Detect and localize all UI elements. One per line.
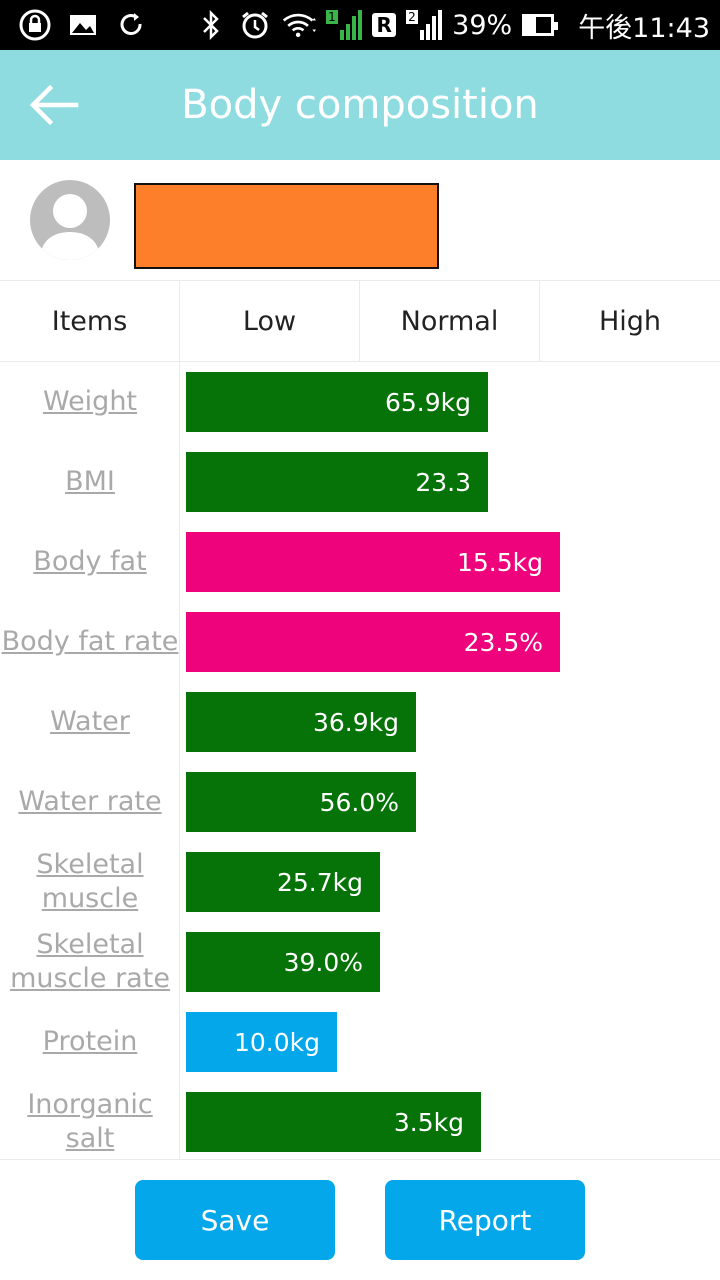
bar-value: 23.5% xyxy=(463,627,543,657)
user-icon xyxy=(40,194,100,260)
row-protein: Protein 10.0kg xyxy=(0,1002,720,1082)
bar-value: 15.5kg xyxy=(456,547,543,577)
bar-skeletal-muscle-rate: 39.0% xyxy=(186,932,380,992)
divider xyxy=(0,1159,720,1160)
item-link-bmi[interactable]: BMI xyxy=(65,466,115,498)
item-link-water[interactable]: Water xyxy=(50,706,130,738)
row-water-rate: Water rate 56.0% xyxy=(0,762,720,842)
app-bar: Body composition xyxy=(0,50,720,160)
bar-value: 10.0kg xyxy=(233,1027,320,1057)
row-bmi: BMI 23.3 xyxy=(0,442,720,522)
header-low: Low xyxy=(180,281,360,361)
bar-value: 23.3 xyxy=(415,467,471,497)
battery-percent: 39% xyxy=(452,9,513,41)
header-normal: Normal xyxy=(360,281,540,361)
back-button[interactable] xyxy=(24,75,84,135)
alarm-icon xyxy=(238,8,272,42)
bar-bmi: 23.3 xyxy=(186,452,488,512)
roaming-badge: R xyxy=(372,13,397,37)
bar-body-fat: 15.5kg xyxy=(186,532,560,592)
report-button[interactable]: Report xyxy=(385,1180,585,1260)
bar-value: 56.0% xyxy=(319,787,399,817)
bar-skeletal-muscle: 25.7kg xyxy=(186,852,380,912)
item-link-body-fat-rate[interactable]: Body fat rate xyxy=(1,626,179,658)
bar-value: 3.5kg xyxy=(393,1107,464,1137)
item-link-inorganic-salt[interactable]: Inorganic salt xyxy=(27,1089,153,1154)
bluetooth-icon xyxy=(194,8,228,42)
row-body-fat: Body fat 15.5kg xyxy=(0,522,720,602)
row-body-fat-rate: Body fat rate 23.5% xyxy=(0,602,720,682)
bar-protein: 10.0kg xyxy=(186,1012,337,1072)
composition-list: Weight 65.9kg BMI 23.3 Body fat 15.5kg B… xyxy=(0,362,720,1159)
column-divider xyxy=(179,362,180,1159)
table-header: Items Low Normal High xyxy=(0,281,720,362)
profile-header xyxy=(0,160,720,281)
image-icon xyxy=(66,8,100,42)
header-high: High xyxy=(598,305,662,337)
signal-sim1-icon: 1 xyxy=(326,8,363,42)
bar-body-fat-rate: 23.5% xyxy=(186,612,560,672)
bar-value: 65.9kg xyxy=(384,387,471,417)
lock-icon xyxy=(18,8,52,42)
avatar[interactable] xyxy=(30,180,110,260)
page-title: Body composition xyxy=(181,82,539,128)
row-inorganic-salt: Inorganic salt 3.5kg xyxy=(0,1082,720,1162)
item-link-skeletal-muscle-rate[interactable]: Skeletal muscle rate xyxy=(10,929,170,994)
sim1-badge-text: 1 xyxy=(328,10,336,24)
item-link-water-rate[interactable]: Water rate xyxy=(18,786,162,818)
bar-water-rate: 56.0% xyxy=(186,772,416,832)
battery-icon xyxy=(522,14,559,36)
item-link-weight[interactable]: Weight xyxy=(42,386,138,418)
bar-weight: 65.9kg xyxy=(186,372,488,432)
bar-inorganic-salt: 3.5kg xyxy=(186,1092,481,1152)
save-button[interactable]: Save xyxy=(135,1180,335,1260)
item-link-protein[interactable]: Protein xyxy=(42,1026,138,1058)
bar-value: 36.9kg xyxy=(312,707,399,737)
row-water: Water 36.9kg xyxy=(0,682,720,762)
signal-sim2-icon: 2 xyxy=(406,8,443,42)
sync-icon xyxy=(114,8,148,42)
bar-water: 36.9kg xyxy=(186,692,416,752)
item-link-skeletal-muscle[interactable]: Skeletal muscle xyxy=(36,849,144,914)
sim2-badge-text: 2 xyxy=(408,10,416,24)
status-bar: 1 R 2 39% 午後11:43 xyxy=(0,0,720,50)
row-weight: Weight 65.9kg xyxy=(0,362,720,442)
header-items: Items xyxy=(0,281,180,361)
wifi-icon xyxy=(282,8,317,42)
clock: 午後11:43 xyxy=(578,12,710,44)
item-link-body-fat[interactable]: Body fat xyxy=(33,546,147,578)
arrow-left-icon xyxy=(29,84,79,126)
row-skeletal-muscle: Skeletal muscle 25.7kg xyxy=(0,842,720,922)
row-skeletal-muscle-rate: Skeletal muscle rate 39.0% xyxy=(0,922,720,1002)
bar-value: 39.0% xyxy=(283,947,363,977)
redacted-user-name xyxy=(134,183,439,269)
bar-value: 25.7kg xyxy=(276,867,363,897)
